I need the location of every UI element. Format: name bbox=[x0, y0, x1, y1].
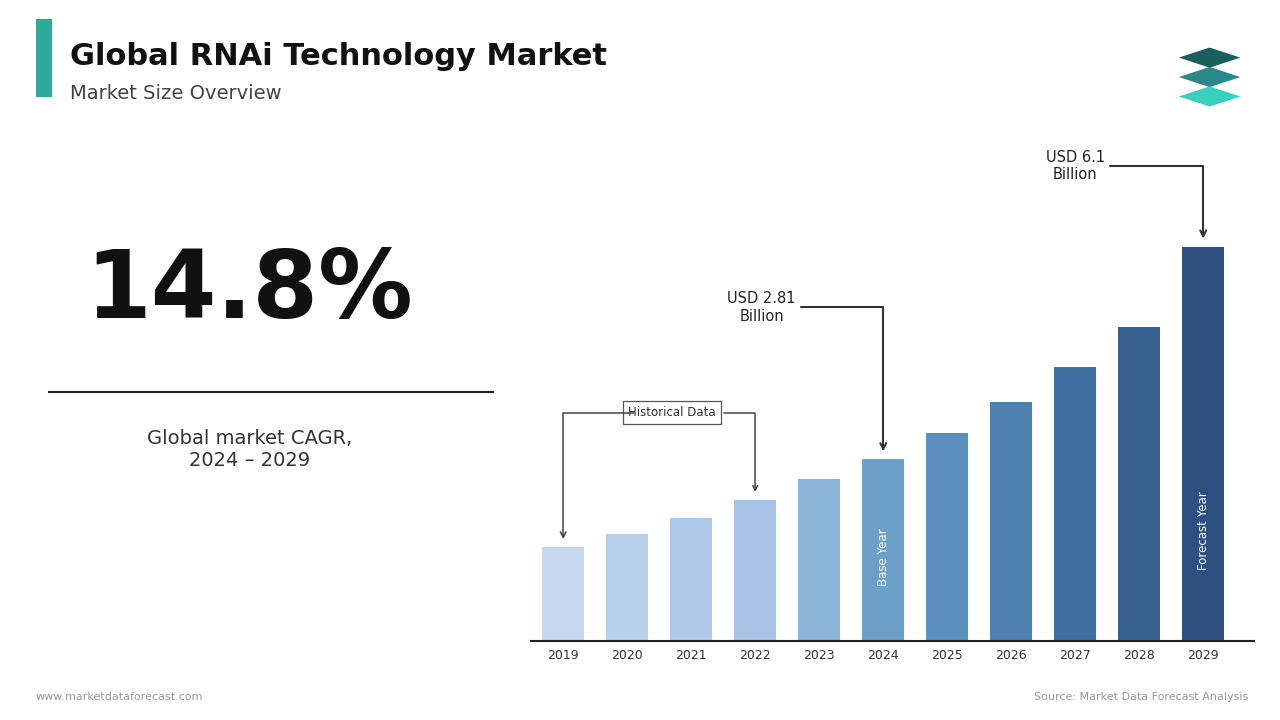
Bar bbox=[863, 459, 904, 641]
Text: Forecast Year: Forecast Year bbox=[1197, 491, 1210, 570]
Text: USD 2.81
Billion: USD 2.81 Billion bbox=[727, 291, 886, 449]
Text: 14.8%: 14.8% bbox=[86, 246, 413, 338]
Bar bbox=[543, 547, 584, 641]
Text: Global market CAGR,
2024 – 2029: Global market CAGR, 2024 – 2029 bbox=[147, 430, 352, 470]
Text: Historical Data: Historical Data bbox=[628, 406, 758, 490]
Bar bbox=[1055, 367, 1096, 641]
Text: Source: Market Data Forecast Analysis: Source: Market Data Forecast Analysis bbox=[1034, 692, 1248, 702]
Bar bbox=[735, 500, 776, 641]
Text: USD 6.1
Billion: USD 6.1 Billion bbox=[1046, 150, 1206, 236]
Text: www.marketdataforecast.com: www.marketdataforecast.com bbox=[36, 692, 204, 702]
Text: Market Size Overview: Market Size Overview bbox=[70, 84, 282, 103]
Bar bbox=[991, 402, 1032, 641]
Bar bbox=[1183, 247, 1224, 641]
Bar bbox=[799, 480, 840, 641]
Bar bbox=[671, 518, 712, 641]
Bar bbox=[607, 534, 648, 641]
Text: Base Year: Base Year bbox=[877, 528, 890, 586]
Text: Global RNAi Technology Market: Global RNAi Technology Market bbox=[70, 42, 608, 71]
Bar bbox=[927, 433, 968, 641]
Bar bbox=[1119, 328, 1160, 641]
